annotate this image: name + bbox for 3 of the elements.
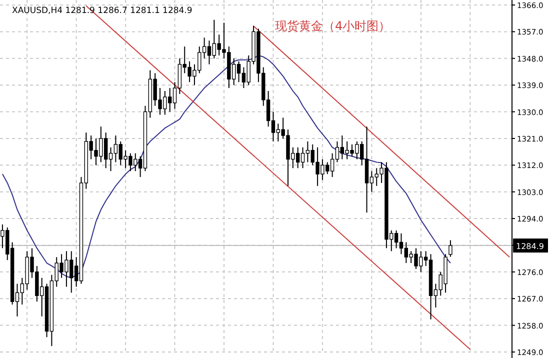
candlestick <box>448 240 452 258</box>
ref-line-label: 1284.9 <box>516 242 544 252</box>
text: 现货黄金（4小时图） <box>275 19 391 33</box>
